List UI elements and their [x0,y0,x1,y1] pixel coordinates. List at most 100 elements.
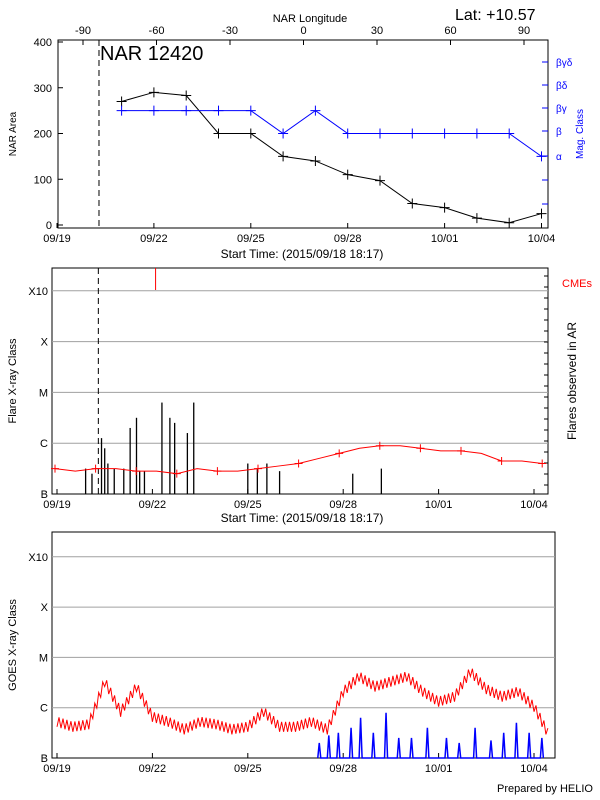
y-tick-label: 100 [34,174,52,186]
magclass-point [504,128,515,139]
top-tick-label: 60 [444,25,456,37]
area-point [536,208,547,219]
y-tick-label: M [39,652,48,664]
area-point [471,213,482,224]
top-tick-label: -60 [149,25,165,37]
area-point [407,198,418,209]
background-point [132,467,141,476]
area-point [342,169,353,180]
mag-tick-label: β [556,127,562,138]
magclass-point [213,105,224,116]
latitude-label: Lat: +10.57 [455,7,536,24]
y-tick-label: 0 [46,220,52,232]
area-series-line [121,91,542,224]
area-point [375,175,385,186]
area-point [181,90,192,101]
panel1-xlabel: Start Time: (2015/09/18 18:17) [221,247,384,261]
magclass-point [536,151,547,162]
x-tick-label: 09/25 [234,763,262,775]
background-point [416,444,425,453]
panel2-right-label: Flares observed in AR [565,322,579,440]
x-tick-label: 10/04 [520,499,548,511]
top-tick-label: -30 [222,25,238,37]
panel3-ylabel: GOES X-ray Class [7,599,19,691]
x-tick-label: 09/22 [140,233,168,245]
x-tick-label: 10/01 [425,763,453,775]
x-tick-label: 09/22 [139,499,167,511]
magclass-point [116,105,127,116]
magclass-point [278,128,289,139]
y-tick-label: B [41,753,48,765]
x-tick-label: 10/01 [431,233,459,245]
background-point [294,459,303,468]
magclass-point [245,105,256,116]
background-point [91,464,100,473]
area-point [245,128,256,139]
top-tick-label: 90 [518,25,530,37]
y-tick-label: X [41,602,49,614]
mag-tick-label: βδ [556,81,568,92]
magclass-point [181,105,192,116]
x-tick-label: 09/25 [234,499,262,511]
top-tick-label: 30 [371,25,383,37]
panel3-frame [51,531,556,759]
y-tick-label: X [41,337,49,349]
top-axis-title: NAR Longitude [273,13,348,25]
panel-flares: Flare X-ray Class Flares observed in AR … [7,267,592,525]
background-point [172,469,181,478]
x-tick-label: 09/19 [43,763,71,775]
x-tick-label: 09/28 [329,499,357,511]
x-tick-label: 09/25 [237,233,265,245]
panel1-right-label: Mag. Class [575,109,586,159]
panel3-marks: B C M X X10 09/19 09/22 09/25 09/28 10/01 10/04 [28,552,555,775]
magclass-series-line [121,110,542,157]
background-point [254,464,262,473]
y-tick-label: X10 [28,552,48,564]
y-tick-label: 400 [34,37,52,49]
y-tick-label: 300 [34,83,52,95]
y-tick-label: C [40,438,48,450]
background-point [213,467,222,476]
area-point [439,202,450,213]
credit-label: Prepared by HELIO [497,783,593,795]
y-tick-label: X10 [28,286,48,298]
magclass-point [471,128,482,139]
panel2-xlabel: Start Time: (2015/09/18 18:17) [221,511,384,525]
background-point [335,449,344,458]
mag-tick-label: βγ [556,104,567,115]
y-tick-label: C [40,703,48,715]
area-point [148,87,159,98]
area-point [213,128,224,139]
x-tick-label: 10/04 [528,233,556,245]
x-tick-label: 09/28 [334,233,362,245]
area-point [504,217,515,228]
cme-label: CMEs [562,278,592,290]
magclass-point [310,105,321,116]
panel2-marks: B C M X X10 09/19 09/22 09/25 09/28 10/01 10/04 [28,268,548,511]
magclass-point [342,128,353,139]
background-point [375,441,384,450]
panel2-ylabel: Flare X-ray Class [7,338,19,423]
area-point [310,155,321,166]
background-point [497,456,506,465]
panel-area-magclass: NAR Longitude NAR Area Mag. Class Start … [8,13,586,261]
background-point [538,459,547,468]
magclass-point [148,105,159,116]
mag-tick-label: α [556,152,562,163]
y-tick-label: 200 [34,129,52,141]
panel-goes: GOES X-ray Class B C M X X10 09/19 09/22 09/25 0… [7,531,556,775]
x-tick-label: 10/01 [425,499,453,511]
panel2-frame [51,267,549,495]
goes-short-channel [317,712,545,759]
x-tick-label: 09/19 [43,499,71,511]
magclass-point [407,128,418,139]
area-point [278,151,289,162]
magclass-point [375,128,385,139]
x-tick-label: 10/04 [520,763,548,775]
y-tick-label: M [39,387,48,399]
magclass-point [439,128,450,139]
top-tick-label: -90 [75,25,91,37]
x-tick-label: 09/28 [329,763,357,775]
mag-tick-label: βγδ [556,58,573,69]
